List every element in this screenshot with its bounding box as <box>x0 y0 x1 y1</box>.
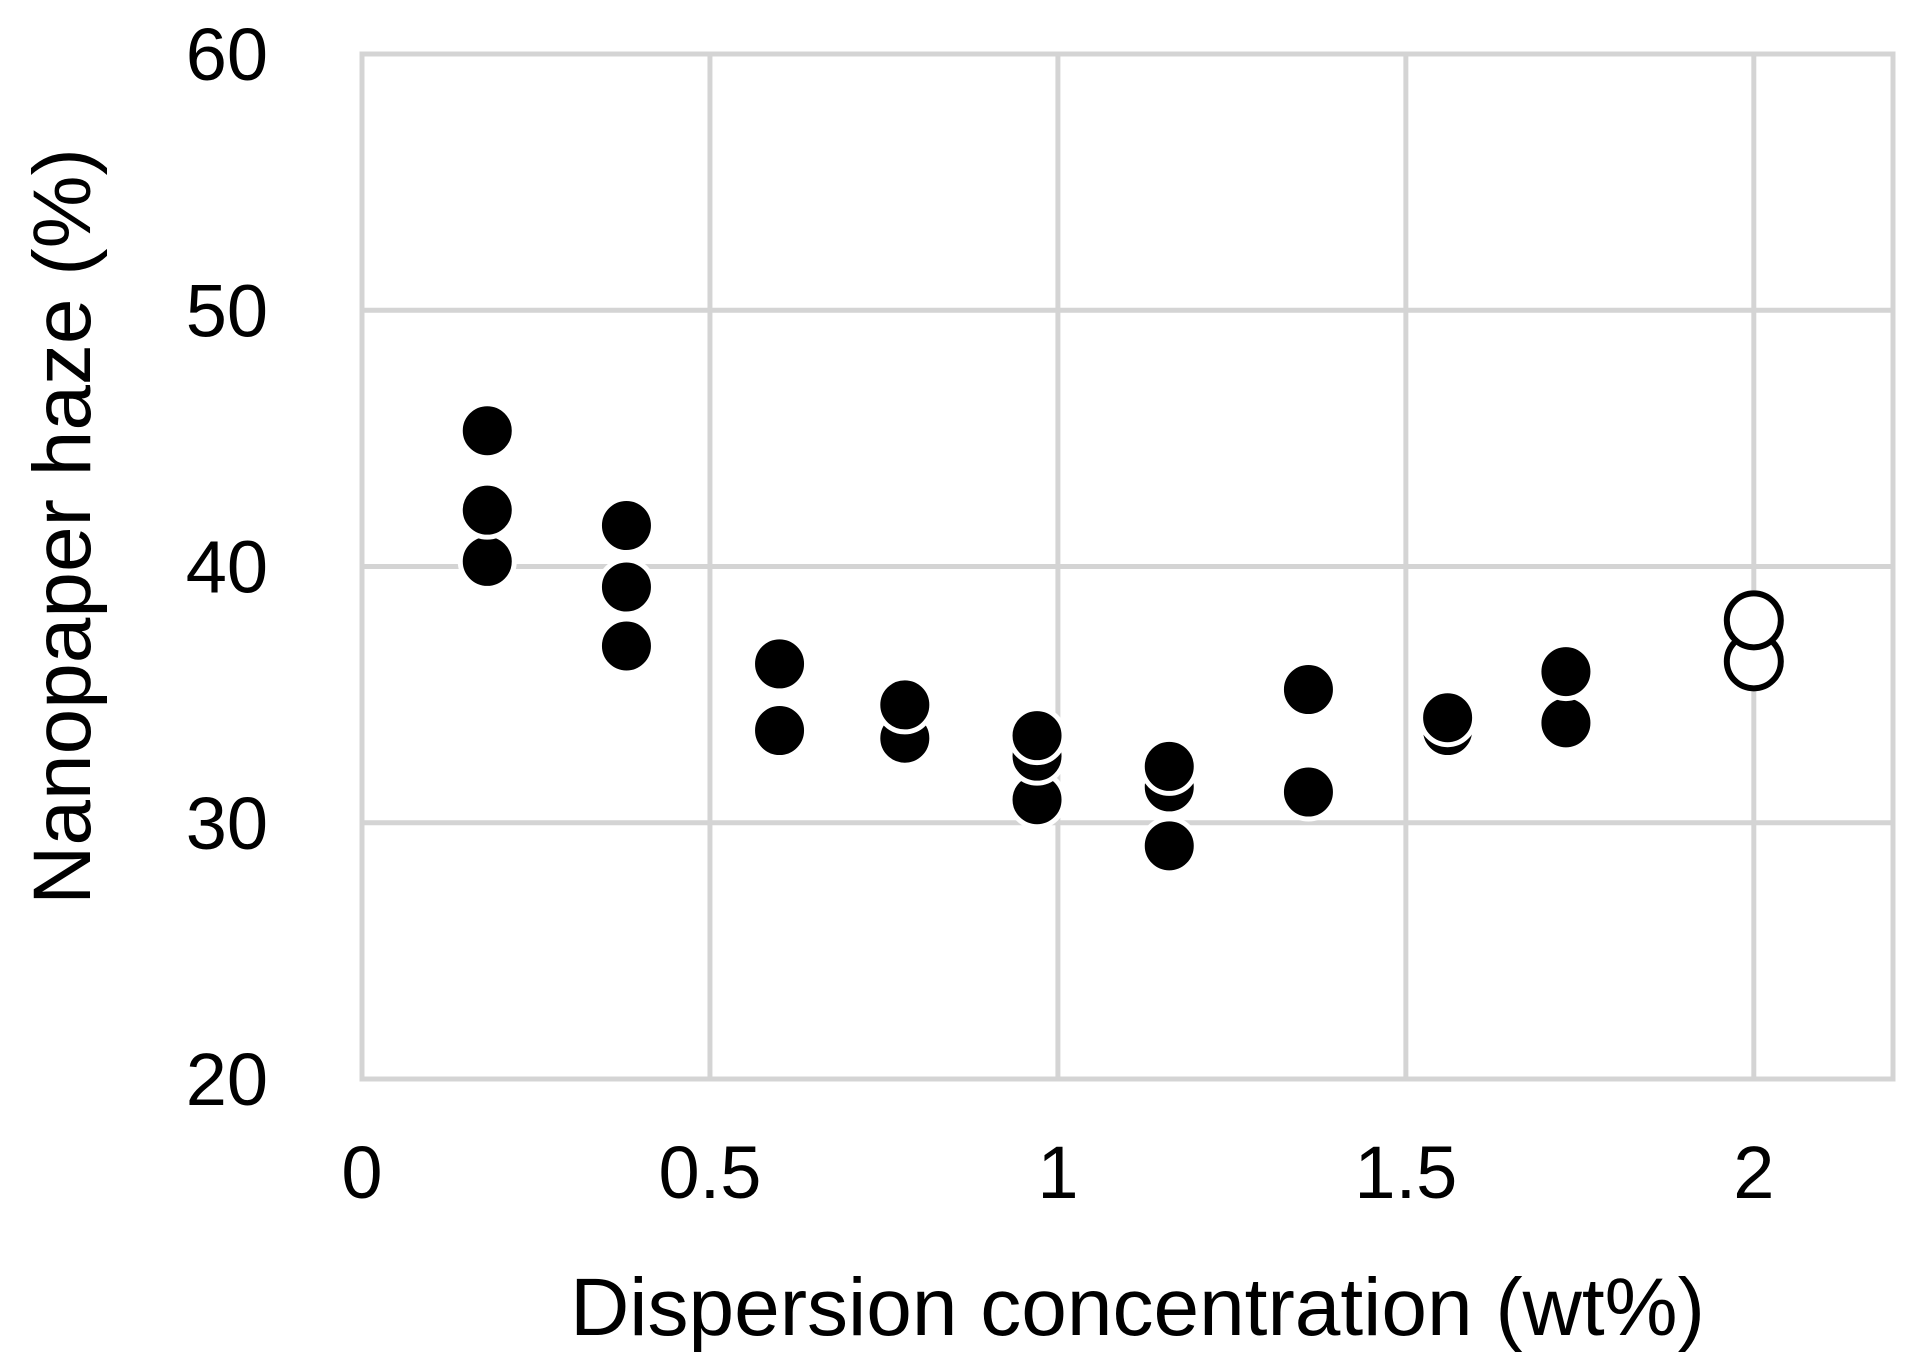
data-point-filled <box>1139 816 1199 876</box>
y-tick-label: 30 <box>186 782 268 865</box>
data-point-filled <box>457 480 517 540</box>
data-point-filled <box>596 616 656 676</box>
x-tick-label: 1 <box>1037 1131 1078 1214</box>
data-point-filled <box>457 401 517 461</box>
data-point-filled <box>1536 693 1596 753</box>
y-tick-label: 40 <box>186 526 268 609</box>
x-axis-tick-labels: 0 0.5 1 1.5 2 <box>341 1131 1774 1214</box>
y-axis-title: Nanopaper haze (%) <box>17 148 108 905</box>
data-point-filled <box>1278 762 1338 822</box>
data-point-filled <box>1536 642 1596 702</box>
data-point-filled <box>1007 706 1067 766</box>
data-point-filled <box>750 701 810 760</box>
y-tick-label: 50 <box>186 269 268 352</box>
y-tick-label: 20 <box>186 1038 268 1121</box>
data-point-filled <box>1418 688 1478 748</box>
x-tick-label: 0 <box>341 1131 382 1214</box>
data-points <box>457 401 1784 876</box>
data-point-filled <box>596 496 656 555</box>
y-tick-label: 60 <box>186 13 268 96</box>
data-point-filled <box>1278 660 1338 719</box>
data-point-filled <box>875 675 935 735</box>
x-tick-label: 0.5 <box>659 1131 762 1214</box>
data-point-filled <box>457 531 517 591</box>
data-point-open <box>1723 590 1784 651</box>
grid-lines <box>362 54 1893 1079</box>
data-point-filled <box>596 557 656 617</box>
x-tick-label: 2 <box>1733 1131 1774 1214</box>
y-axis-tick-labels: 20 30 40 50 60 <box>186 13 268 1121</box>
data-point-filled <box>1139 736 1199 796</box>
x-axis-title: Dispersion concentration (wt%) <box>570 1262 1705 1353</box>
data-point-filled <box>750 634 810 694</box>
plot-area-border <box>359 51 1896 1082</box>
x-tick-label: 1.5 <box>1354 1131 1457 1214</box>
